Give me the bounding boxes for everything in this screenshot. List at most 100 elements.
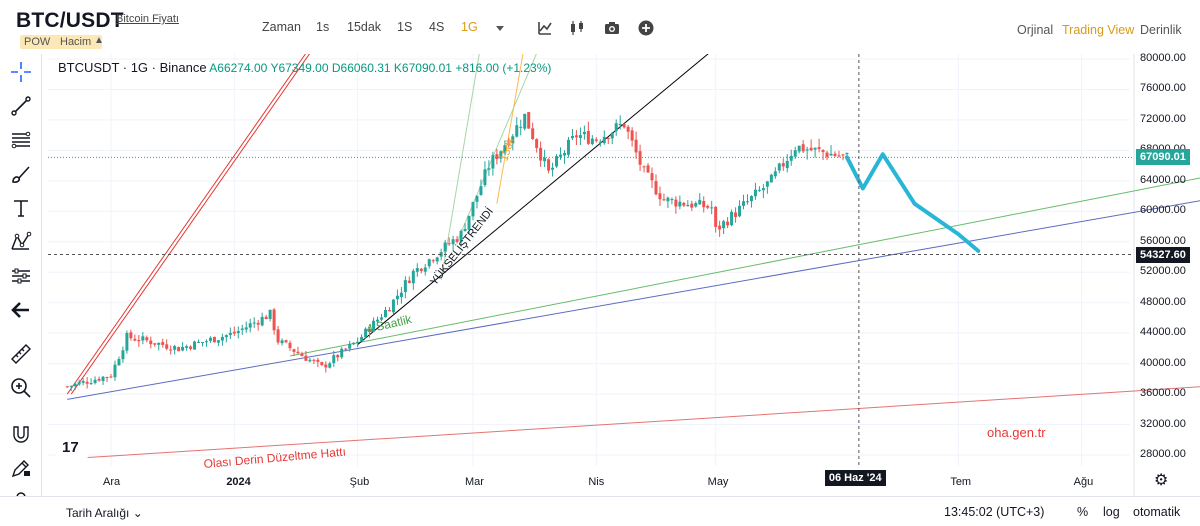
gear-icon[interactable]: ⚙	[1154, 472, 1169, 489]
candle-body	[149, 340, 153, 345]
forecast-path	[844, 152, 981, 253]
candle-body	[372, 320, 376, 332]
candle-body	[614, 123, 618, 132]
candle-body	[280, 340, 284, 344]
candle-body	[539, 147, 543, 161]
candle-body	[177, 347, 181, 352]
log-toggle[interactable]: log	[1103, 505, 1120, 519]
zoom-icon[interactable]	[9, 376, 33, 400]
chevron-up-icon[interactable]: ▲	[94, 35, 104, 46]
ruler-icon[interactable]	[9, 342, 33, 366]
text-icon[interactable]	[9, 196, 33, 220]
cursor-price-tag: 54327.60	[1136, 246, 1190, 263]
percent-toggle[interactable]: %	[1077, 505, 1089, 519]
candle-body	[272, 309, 276, 331]
view-original[interactable]: Orjinal	[1017, 23, 1054, 37]
candle-body	[161, 342, 165, 345]
header: BTC/USDT Bitcoin Fiyatı POW Hacim ▲ Zama…	[0, 0, 1200, 54]
candle-body	[638, 151, 642, 165]
brush-icon[interactable]	[9, 162, 33, 186]
candle-body	[248, 323, 252, 328]
legend-open: A66274.00	[209, 61, 268, 75]
forecast-icon[interactable]	[9, 264, 33, 288]
candle-body	[391, 299, 395, 313]
fan-line-2	[456, 54, 537, 242]
y-tick-label: 48000.00	[1140, 295, 1186, 308]
x-tick-label: Ara	[103, 476, 121, 488]
uptrend-label: YÜKSELİŞTRENDİ	[427, 205, 496, 288]
camera-icon[interactable]	[603, 19, 621, 37]
candle-body	[125, 332, 129, 351]
candle-body	[383, 309, 387, 318]
candle-body	[399, 292, 403, 297]
candle-type-icon[interactable]	[568, 19, 586, 37]
date-range-button[interactable]: Tarih Aralığı ⌄	[66, 506, 143, 520]
ohlc-legend: BTCUSDT · 1G · Binance A66274.00 Y67349.…	[58, 60, 551, 75]
candle-body	[598, 141, 602, 143]
interval-time[interactable]: Zaman	[262, 20, 301, 34]
candle-body	[658, 193, 662, 200]
candle-body	[789, 155, 793, 161]
view-depth[interactable]: Derinlik	[1140, 23, 1182, 37]
candle-body	[610, 132, 614, 139]
candle-body	[825, 152, 829, 157]
candle-body	[141, 336, 145, 341]
candle-body	[471, 202, 475, 217]
candle-body	[730, 211, 734, 226]
interval-1h[interactable]: 1s	[316, 20, 330, 34]
candle-body	[431, 260, 435, 262]
auto-toggle[interactable]: otomatik	[1133, 505, 1181, 519]
candle-body	[535, 139, 539, 149]
candle-body	[805, 149, 809, 151]
forecast-line	[844, 152, 981, 253]
candle-body	[133, 338, 137, 341]
candle-body	[200, 342, 204, 344]
trendline-icon[interactable]	[9, 94, 33, 118]
indicator-badge[interactable]	[20, 35, 102, 49]
candle-body	[387, 309, 391, 312]
interval-1d[interactable]: 1G	[461, 20, 478, 34]
interval-15m[interactable]: 15dak	[347, 20, 382, 34]
trend-line-blue-support	[67, 200, 1200, 400]
candle-body	[745, 201, 749, 203]
lock-draw-icon[interactable]	[9, 456, 33, 480]
candle-body	[173, 346, 177, 350]
y-tick-label: 76000.00	[1140, 82, 1186, 95]
candle-body	[113, 364, 117, 378]
magnet-icon[interactable]	[9, 422, 33, 446]
indicators-icon[interactable]	[536, 19, 554, 37]
candle-body	[622, 124, 626, 128]
pattern-icon[interactable]	[9, 230, 33, 254]
candle-body	[228, 332, 232, 336]
trend-line-black-uptrend	[357, 54, 709, 345]
trend-line-red-steep-2	[70, 54, 311, 395]
dropdown-arrow-icon[interactable]	[491, 19, 509, 37]
candle-body	[753, 189, 757, 197]
candle-body	[443, 242, 447, 252]
candle-body	[411, 270, 415, 284]
candle-body	[252, 322, 256, 324]
candle-body	[268, 309, 272, 319]
crosshair-icon[interactable]	[9, 60, 33, 84]
pow-label: POW	[24, 36, 51, 48]
fib-icon[interactable]	[9, 128, 33, 152]
candle-body	[352, 342, 356, 345]
interval-4h[interactable]: 4S	[429, 20, 445, 34]
candle-body	[694, 203, 698, 207]
candle-body	[833, 153, 837, 156]
y-tick-label: 44000.00	[1140, 326, 1186, 339]
candle-body	[459, 230, 463, 242]
candle-body	[292, 349, 296, 352]
candle-body	[308, 359, 312, 362]
legend-high: Y67349.00	[270, 61, 329, 75]
candle-body	[208, 337, 212, 341]
view-tradingview[interactable]: Trading View	[1062, 23, 1135, 37]
back-arrow-icon[interactable]	[9, 298, 33, 322]
candle-body	[451, 239, 455, 245]
interval-1w[interactable]: 1S	[397, 20, 413, 34]
add-icon[interactable]	[637, 19, 655, 37]
price-link[interactable]: Bitcoin Fiyatı	[116, 13, 179, 25]
candle-body	[515, 125, 519, 137]
